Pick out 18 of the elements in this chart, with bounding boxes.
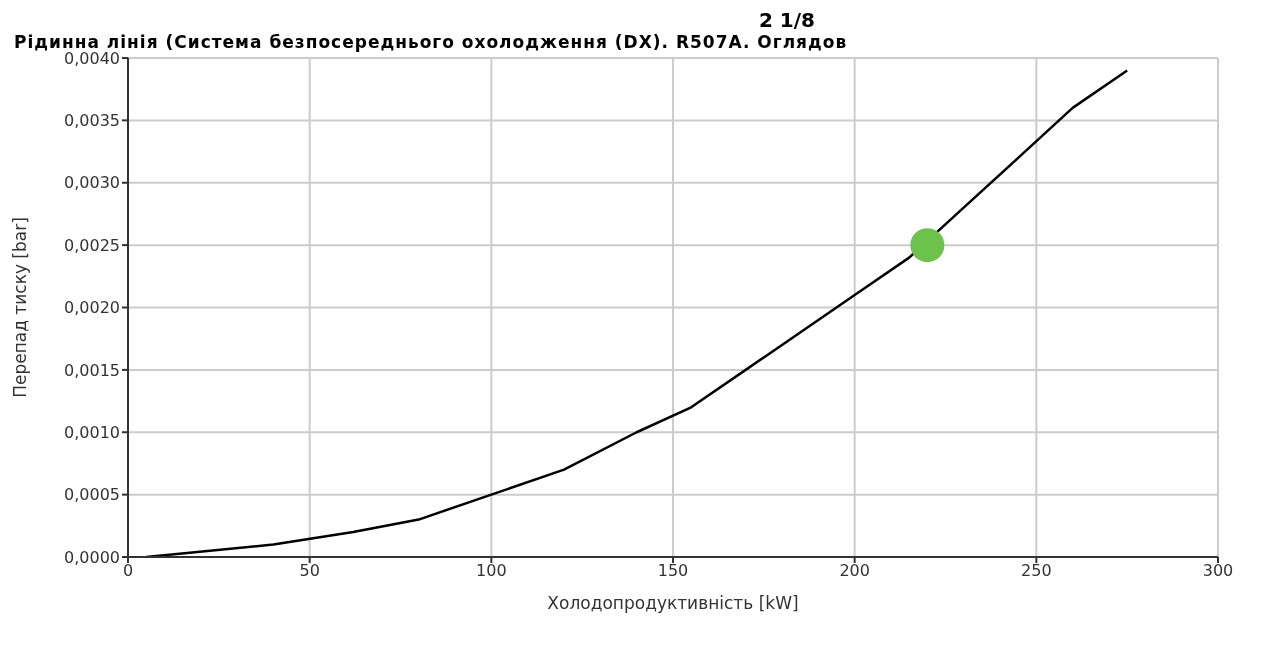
y-tick-label: 0,0020: [64, 298, 120, 318]
x-tick-label: 100: [476, 561, 507, 581]
x-tick-label: 250: [1021, 561, 1052, 581]
y-tick-label: 0,0010: [64, 422, 120, 442]
y-tick-label: 0,0035: [64, 111, 120, 131]
y-tick-label: 0,0025: [64, 235, 120, 255]
y-axis-title: Перепад тиску [bar]: [10, 217, 31, 398]
chart-title: 2 1/8: [758, 8, 816, 32]
y-tick-label: 0,0005: [64, 485, 120, 505]
x-tick-label: 300: [1202, 561, 1234, 581]
y-tick-label: 0,0015: [64, 360, 120, 380]
y-tick-label: 0,0000: [64, 547, 120, 567]
x-tick-label: 50: [299, 561, 320, 581]
x-tick-label: 200: [839, 561, 870, 581]
x-tick-label: 0: [122, 561, 134, 581]
x-axis-title: Холодопродуктивність [kW]: [547, 593, 799, 613]
y-tick-label: 0,0030: [64, 173, 120, 193]
x-tick-label: 150: [657, 561, 689, 581]
